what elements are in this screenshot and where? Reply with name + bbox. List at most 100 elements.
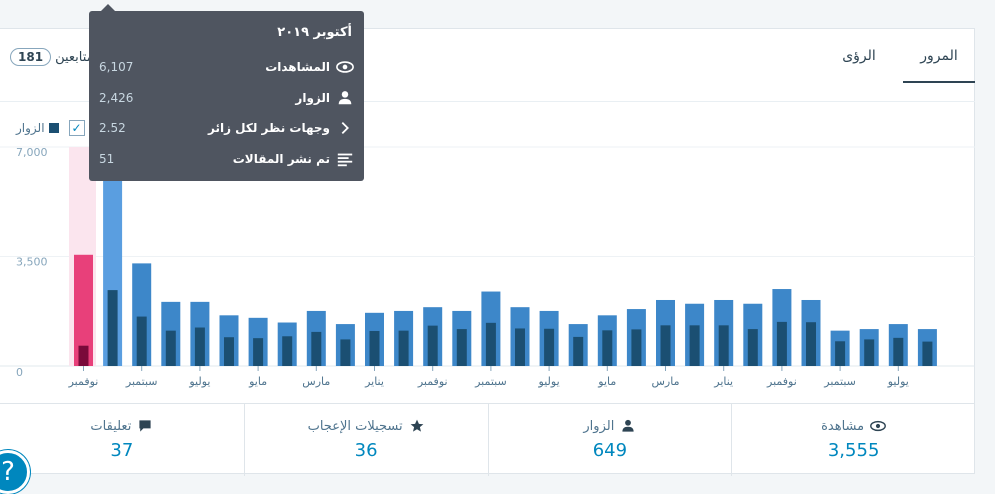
tooltip-row-posts: 51 تم نشر المقالات: [99, 150, 354, 170]
bar-visitors: [747, 329, 758, 366]
x-tick-label: مايو: [248, 375, 267, 388]
tooltip-value: 2.52: [99, 121, 126, 135]
bar-visitors: [485, 322, 496, 366]
tooltip-value: 2,426: [99, 91, 134, 105]
tooltip-label: تم نشر المقالات: [232, 152, 330, 166]
bar-visitors: [573, 336, 584, 366]
y-tick-label: 3,500: [16, 256, 48, 269]
eye-icon: [870, 420, 887, 432]
bar-visitors: [718, 325, 729, 366]
tooltip-label: المشاهدات: [265, 60, 330, 74]
stat-value: 37: [110, 440, 134, 461]
x-tick-label: يناير: [713, 375, 733, 388]
chevron-icon: [341, 121, 349, 135]
followers-label: متابعين: [55, 49, 94, 65]
bar-visitors: [340, 339, 351, 366]
bar-visitors: [194, 327, 205, 366]
bar-visitors: [602, 330, 613, 366]
bar-visitors: [107, 290, 118, 366]
x-tick-label: مارس: [652, 375, 680, 388]
x-tick-label: نوفمبر: [68, 375, 99, 388]
bar-visitors: [456, 329, 467, 366]
tab-insights[interactable]: الرؤى: [842, 48, 876, 64]
star-icon: [410, 419, 424, 432]
bar-visitors: [427, 325, 438, 366]
legend-visitors-label: الزوار: [16, 121, 45, 135]
bar-visitors: [311, 331, 322, 366]
bar-visitors: [806, 322, 816, 366]
tooltip-value: 51: [99, 152, 115, 166]
bar-visitors: [922, 341, 933, 366]
legend-views-checkbox[interactable]: ✓: [68, 120, 85, 136]
tabs-row: المرور الرؤى 181 متابعين: [0, 29, 975, 87]
stat-person[interactable]: الزوار 649: [487, 404, 732, 476]
bar-visitors: [864, 339, 875, 366]
bar-visitors: [689, 325, 700, 366]
comment-icon: [139, 420, 151, 432]
bar-visitors: [660, 325, 671, 366]
tooltip-label: وجهات نظر لكل زائر: [208, 121, 330, 135]
bar-visitors: [369, 330, 380, 366]
bar-visitors: [544, 328, 555, 366]
tooltip-label: الزوار: [295, 91, 330, 105]
eye-icon: [336, 61, 354, 73]
x-tick-label: سبتمبر: [474, 375, 507, 388]
followers-count[interactable]: 181 متابعين: [10, 45, 94, 69]
stat-label: الزوار: [489, 418, 732, 434]
bar-visitors: [165, 330, 176, 366]
x-tick-label: مارس: [302, 375, 330, 388]
x-tick-label: سبتمبر: [125, 375, 158, 388]
posts-icon: [337, 153, 353, 167]
stat-eye[interactable]: مشاهدة 3,555: [731, 404, 975, 476]
bar-visitors: [398, 330, 409, 366]
tooltip-row-views: 6,107 المشاهدات: [99, 58, 354, 78]
x-tick-label: مايو: [597, 375, 616, 388]
x-tick-label: يوليو: [188, 375, 210, 388]
x-tick-label: يوليو: [887, 375, 909, 388]
tooltip-row-views-per-visitor: 2.52 وجهات نظر لكل زائر: [99, 119, 354, 139]
bar-visitors: [893, 337, 904, 366]
stats-card: المرور الرؤى 181 متابعين 7,000 3,500 0 نوفم…: [0, 28, 975, 476]
bar-visitors: [136, 316, 147, 366]
y-tick-label: 0: [16, 366, 23, 379]
bar-visitors: [515, 328, 525, 366]
stat-comment[interactable]: تعليقات 37: [0, 404, 244, 476]
chart-area: 7,000 3,500 0 نوفمبر سبتمبر يوليو مايو مارس يناي…: [0, 101, 975, 403]
bar-visitors: [631, 329, 642, 366]
stat-label-text: الزوار: [583, 418, 615, 434]
x-tick-label: نوفمبر: [417, 375, 448, 388]
tooltip-row-visitors: 2,426 الزوار: [99, 89, 354, 109]
chart-legend: الزوار ✓: [16, 120, 85, 136]
tooltip-title: أكتوبر ٢٠١٩: [277, 25, 352, 40]
bar-chart: 7,000 3,500 0 نوفمبر سبتمبر يوليو مايو مارس يناي…: [0, 146, 975, 388]
bar-visitors: [776, 321, 787, 366]
x-tick-label: يوليو: [538, 375, 560, 388]
bar-visitors: [78, 345, 89, 366]
chart-tooltip: أكتوبر ٢٠١٩ 6,107 المشاهدات 2,426 الزوار…: [89, 4, 364, 181]
stat-label-text: تسجيلات الإعجاب: [307, 418, 403, 434]
person-icon: [622, 419, 634, 432]
stat-label-text: تعليقات: [90, 418, 132, 434]
stat-value: 36: [354, 440, 378, 461]
stat-value: 3,555: [827, 440, 880, 461]
stat-value: 649: [592, 440, 628, 461]
x-tick-label: نوفمبر: [766, 375, 797, 388]
followers-badge: 181: [10, 48, 52, 66]
summary-stats: مشاهدة 3,555 الزوار 649 تسجيلات الإعجاب 36 تعل…: [0, 403, 975, 476]
tab-traffic[interactable]: المرور: [903, 29, 975, 83]
bar-visitors: [282, 336, 293, 366]
bar-visitors: [253, 338, 264, 366]
bar-visitors: [835, 341, 846, 366]
stat-label-text: مشاهدة: [821, 418, 865, 434]
stat-label: تعليقات: [0, 418, 244, 434]
stat-label: تسجيلات الإعجاب: [245, 418, 488, 434]
stat-star[interactable]: تسجيلات الإعجاب 36: [243, 404, 488, 476]
x-tick-label: سبتمبر: [823, 375, 856, 388]
bar-visitors: [224, 337, 234, 366]
bar-views: [74, 254, 93, 366]
y-tick-label: 7,000: [16, 146, 48, 159]
x-tick-label: يناير: [364, 375, 384, 388]
legend-visitors-swatch: [48, 123, 59, 133]
stat-label: مشاهدة: [732, 418, 975, 434]
person-icon: [338, 91, 352, 105]
